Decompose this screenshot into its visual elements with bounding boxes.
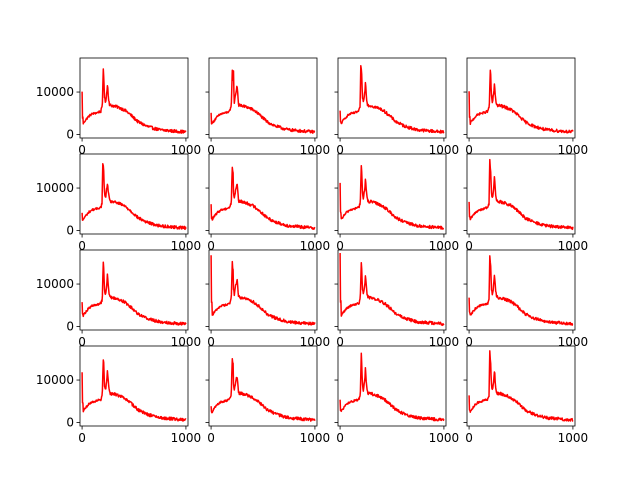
axes-frame-r4c2 — [208, 345, 318, 427]
axes-frame-r2c3 — [337, 153, 447, 235]
series-line-r1c4 — [468, 69, 574, 134]
subplot-panel-r2c4: 0 1000 — [463, 153, 589, 253]
y-tick-label: 0 — [66, 224, 74, 238]
axes-frame-r3c3 — [337, 249, 447, 331]
y-tick-label: 0 — [66, 320, 74, 334]
x-tick-label: 0 — [78, 143, 86, 157]
axes-frame-r4c4 — [466, 345, 576, 427]
axes-frame-r4c1 — [79, 345, 189, 427]
x-tick-label: 0 — [465, 239, 473, 253]
axes-frame-r2c1 — [79, 153, 189, 235]
x-tick-label: 1000 — [558, 431, 589, 445]
axes-frame-r3c1 — [79, 249, 189, 331]
axes-frame-r3c2 — [208, 249, 318, 331]
y-tick-label: 10000 — [36, 277, 74, 291]
axes-frame-r3c4 — [466, 249, 576, 331]
subplot-panel-r2c3: 0 1000 — [334, 153, 460, 253]
x-tick-label: 0 — [336, 239, 344, 253]
x-tick-label: 1000 — [171, 143, 202, 157]
x-tick-label: 0 — [465, 431, 473, 445]
subplot-panel-r1c2: 0 1000 — [205, 57, 331, 157]
subplot-panel-r1c3: 0 1000 — [334, 57, 460, 157]
series-line-r4c3 — [339, 352, 445, 422]
axes-frame-r2c2 — [208, 153, 318, 235]
x-tick-label: 0 — [207, 143, 215, 157]
series-line-r2c2 — [210, 166, 316, 230]
axes-frame-r1c4 — [466, 57, 576, 139]
x-tick-label: 1000 — [429, 431, 460, 445]
series-line-r1c3 — [339, 64, 445, 134]
y-tick-label: 0 — [66, 416, 74, 430]
x-tick-label: 0 — [78, 239, 86, 253]
y-tick-label: 0 — [66, 128, 74, 142]
series-line-r1c2 — [210, 69, 316, 134]
x-tick-label: 1000 — [558, 335, 589, 349]
x-tick-label: 1000 — [558, 143, 589, 157]
subplot-panel-r3c3: 0 1000 — [334, 249, 460, 349]
x-tick-label: 0 — [207, 335, 215, 349]
x-tick-label: 0 — [78, 431, 86, 445]
x-tick-label: 1000 — [429, 239, 460, 253]
x-tick-label: 0 — [207, 431, 215, 445]
axes-frame-r2c4 — [466, 153, 576, 235]
x-tick-label: 1000 — [300, 143, 331, 157]
x-tick-label: 1000 — [558, 239, 589, 253]
axes-frame-r1c2 — [208, 57, 318, 139]
axes-frame-r1c1 — [79, 57, 189, 139]
series-line-r2c1 — [81, 163, 187, 231]
series-line-r3c1 — [81, 261, 187, 326]
x-tick-label: 1000 — [300, 239, 331, 253]
series-line-r4c2 — [210, 358, 316, 422]
x-tick-label: 0 — [207, 239, 215, 253]
subplot-panel-r4c2: 0 1000 — [205, 345, 331, 445]
subplot-panel-r4c3: 0 1000 — [334, 345, 460, 445]
x-tick-label: 0 — [465, 143, 473, 157]
subplot-panel-r3c4: 0 1000 — [463, 249, 589, 349]
x-tick-label: 1000 — [429, 335, 460, 349]
axes-frame-r1c3 — [337, 57, 447, 139]
series-line-r3c3 — [339, 252, 445, 327]
x-tick-label: 1000 — [171, 431, 202, 445]
x-tick-label: 0 — [336, 335, 344, 349]
series-line-r3c2 — [210, 255, 316, 326]
series-line-r4c4 — [468, 350, 574, 422]
x-tick-label: 1000 — [429, 143, 460, 157]
x-tick-label: 1000 — [171, 239, 202, 253]
axes-frame-r4c3 — [337, 345, 447, 427]
x-tick-label: 0 — [336, 143, 344, 157]
x-tick-label: 1000 — [171, 335, 202, 349]
series-line-r3c4 — [468, 255, 574, 326]
y-tick-label: 10000 — [36, 373, 74, 387]
x-tick-label: 1000 — [300, 431, 331, 445]
subplot-panel-r4c4: 0 1000 — [463, 345, 589, 445]
x-tick-label: 1000 — [300, 335, 331, 349]
subplot-panel-r1c4: 0 1000 — [463, 57, 589, 157]
series-line-r2c3 — [339, 164, 445, 230]
y-tick-label: 10000 — [36, 181, 74, 195]
series-line-r2c4 — [468, 158, 574, 231]
x-tick-label: 0 — [78, 335, 86, 349]
x-tick-label: 0 — [465, 335, 473, 349]
series-line-r4c1 — [81, 359, 187, 422]
y-tick-label: 10000 — [36, 85, 74, 99]
x-tick-label: 0 — [336, 431, 344, 445]
subplot-panel-r3c2: 0 1000 — [205, 249, 331, 349]
series-line-r1c1 — [81, 68, 187, 134]
subplot-panel-r2c2: 0 1000 — [205, 153, 331, 253]
